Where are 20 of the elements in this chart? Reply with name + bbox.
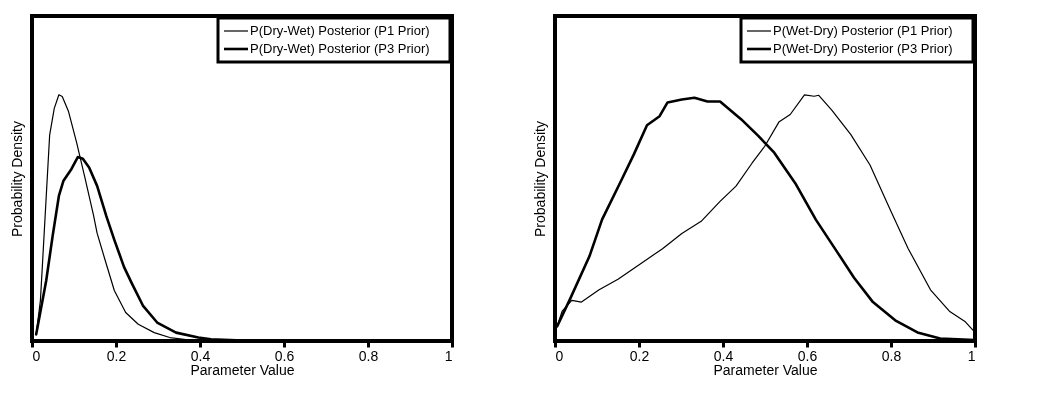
x-tick-label: 1 [444, 347, 453, 364]
x-axis-title: Parameter Value [713, 361, 818, 378]
legend-label: P(Dry-Wet) Posterior (P3 Prior) [250, 41, 430, 56]
x-tick-label: 0.6 [274, 347, 295, 364]
x-tick-label: 0.8 [881, 347, 902, 364]
x-tick-label: 0 [32, 347, 41, 364]
legend-label: P(Wet-Dry) Posterior (P3 Prior) [773, 41, 953, 56]
x-tick-label: 1 [967, 347, 976, 364]
x-tick-label: 0 [555, 347, 564, 364]
x-tick-label: 0.2 [629, 347, 650, 364]
x-axis-title: Parameter Value [190, 361, 295, 378]
legend-label: P(Dry-Wet) Posterior (P1 Prior) [250, 23, 430, 38]
x-tick-label: 0.4 [190, 347, 211, 364]
x-tick-label: 0.4 [713, 347, 734, 364]
x-tick-label: 0.8 [358, 347, 379, 364]
y-axis-title: Probability Density [531, 121, 548, 237]
y-axis-title: Probability Density [8, 121, 25, 237]
legend-label: P(Wet-Dry) Posterior (P1 Prior) [773, 23, 953, 38]
x-tick-label: 0.2 [106, 347, 127, 364]
x-tick-label: 0.6 [797, 347, 818, 364]
